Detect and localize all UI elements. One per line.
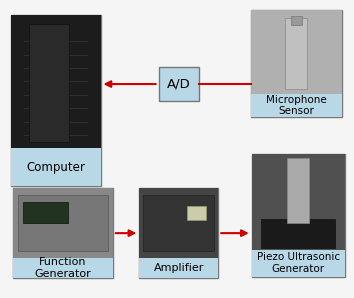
Bar bbox=[287, 158, 309, 223]
Bar bbox=[18, 195, 108, 251]
Bar bbox=[11, 15, 101, 186]
Bar bbox=[11, 15, 101, 148]
Text: Microphone
Sensor: Microphone Sensor bbox=[266, 94, 327, 116]
Bar bbox=[13, 188, 113, 258]
Bar bbox=[139, 258, 218, 278]
Text: Amplifier: Amplifier bbox=[154, 263, 204, 273]
Text: A/D: A/D bbox=[167, 77, 191, 91]
Bar bbox=[187, 206, 206, 220]
Text: Function
Generator: Function Generator bbox=[34, 257, 91, 279]
Bar bbox=[29, 24, 69, 142]
Bar bbox=[251, 94, 342, 117]
Bar bbox=[159, 67, 199, 101]
Bar bbox=[143, 195, 214, 251]
Text: Piezo Ultrasonic
Generator: Piezo Ultrasonic Generator bbox=[257, 252, 340, 274]
Bar bbox=[251, 10, 342, 94]
Bar bbox=[13, 188, 113, 278]
Bar bbox=[291, 16, 302, 25]
Bar bbox=[285, 18, 307, 89]
Bar bbox=[251, 10, 342, 117]
Bar bbox=[11, 148, 101, 186]
Bar bbox=[252, 154, 345, 250]
Bar bbox=[139, 188, 218, 278]
Bar bbox=[252, 250, 345, 277]
Bar bbox=[261, 219, 335, 248]
Bar bbox=[13, 258, 113, 278]
Bar bbox=[139, 188, 218, 258]
Bar bbox=[23, 202, 68, 223]
Text: Computer: Computer bbox=[27, 161, 85, 173]
Bar bbox=[252, 154, 345, 277]
